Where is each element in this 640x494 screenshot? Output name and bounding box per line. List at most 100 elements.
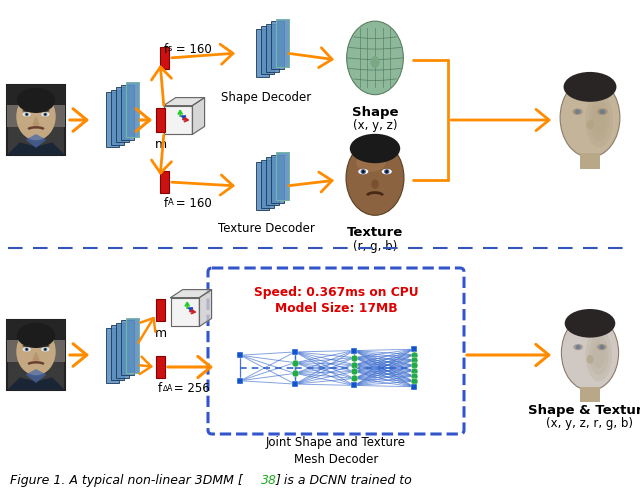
Ellipse shape: [589, 335, 609, 375]
Ellipse shape: [346, 140, 404, 215]
Polygon shape: [34, 117, 38, 123]
Bar: [125, 318, 138, 372]
Bar: [255, 162, 269, 210]
Ellipse shape: [385, 170, 388, 173]
Polygon shape: [200, 289, 212, 327]
Polygon shape: [34, 352, 38, 358]
Bar: [120, 85, 134, 140]
Bar: [266, 157, 278, 205]
Ellipse shape: [586, 355, 593, 364]
Bar: [271, 22, 284, 70]
Bar: [255, 29, 269, 77]
Ellipse shape: [597, 109, 607, 115]
Ellipse shape: [381, 169, 392, 174]
Text: m: m: [155, 138, 167, 151]
Ellipse shape: [564, 72, 616, 102]
Bar: [7, 320, 65, 390]
Bar: [7, 85, 65, 105]
Ellipse shape: [560, 78, 620, 157]
Ellipse shape: [44, 113, 46, 116]
Bar: [111, 325, 124, 380]
Bar: [125, 82, 138, 137]
Bar: [271, 155, 284, 203]
Bar: [111, 90, 124, 145]
Text: s: s: [168, 44, 172, 53]
Polygon shape: [164, 106, 193, 134]
FancyBboxPatch shape: [208, 268, 464, 434]
Bar: [275, 19, 289, 67]
Ellipse shape: [573, 109, 582, 115]
Ellipse shape: [22, 345, 31, 347]
Ellipse shape: [22, 110, 31, 112]
Ellipse shape: [22, 112, 31, 117]
Ellipse shape: [22, 347, 31, 352]
Text: 38: 38: [261, 474, 277, 487]
Ellipse shape: [586, 120, 594, 129]
Ellipse shape: [350, 134, 400, 163]
Ellipse shape: [597, 344, 607, 350]
Bar: [7, 85, 65, 127]
Polygon shape: [7, 142, 65, 155]
Ellipse shape: [371, 56, 380, 68]
Polygon shape: [171, 289, 212, 297]
Text: m: m: [155, 327, 167, 340]
Bar: [7, 85, 65, 155]
Ellipse shape: [25, 113, 29, 116]
Ellipse shape: [586, 92, 613, 148]
Bar: [580, 153, 600, 169]
Ellipse shape: [371, 180, 379, 189]
Bar: [106, 328, 118, 382]
Bar: [159, 47, 168, 69]
Text: f: f: [164, 197, 168, 210]
Ellipse shape: [600, 345, 604, 349]
Polygon shape: [171, 297, 200, 327]
Text: A: A: [168, 198, 173, 207]
Bar: [159, 171, 168, 193]
Ellipse shape: [41, 110, 50, 112]
Text: Figure 1. A typical non-linear 3DMM [: Figure 1. A typical non-linear 3DMM [: [10, 474, 243, 487]
Bar: [106, 92, 118, 148]
Text: = 256: = 256: [170, 382, 210, 395]
Text: = 160: = 160: [172, 43, 212, 56]
Ellipse shape: [600, 109, 605, 114]
Ellipse shape: [16, 93, 56, 140]
Text: (x, y, z): (x, y, z): [353, 119, 397, 132]
Ellipse shape: [586, 329, 612, 381]
Text: Joint Shape and Texture
Mesh Decoder: Joint Shape and Texture Mesh Decoder: [266, 436, 406, 466]
Ellipse shape: [592, 106, 606, 134]
Ellipse shape: [25, 348, 29, 351]
Text: = 160: = 160: [172, 197, 212, 210]
Ellipse shape: [41, 112, 49, 117]
Text: f: f: [164, 43, 168, 56]
Bar: [156, 356, 164, 378]
Ellipse shape: [44, 113, 47, 116]
Ellipse shape: [573, 344, 583, 350]
Ellipse shape: [17, 88, 55, 113]
Ellipse shape: [33, 358, 40, 361]
Bar: [266, 24, 278, 72]
Ellipse shape: [44, 348, 46, 350]
Ellipse shape: [33, 123, 40, 126]
Polygon shape: [7, 377, 65, 390]
Bar: [156, 108, 164, 132]
Ellipse shape: [358, 169, 368, 174]
Ellipse shape: [26, 348, 28, 350]
Bar: [7, 320, 65, 339]
Polygon shape: [26, 369, 47, 383]
Ellipse shape: [26, 113, 28, 116]
Text: ∆A: ∆A: [162, 383, 172, 393]
Text: (r, g, b): (r, g, b): [353, 240, 397, 253]
Ellipse shape: [360, 169, 366, 174]
Text: Texture: Texture: [347, 226, 403, 239]
Ellipse shape: [41, 345, 50, 347]
Ellipse shape: [384, 169, 390, 174]
Ellipse shape: [356, 155, 385, 171]
Text: Shape: Shape: [352, 106, 398, 119]
Text: Shape & Texture: Shape & Texture: [528, 404, 640, 417]
Ellipse shape: [561, 315, 619, 391]
Text: ] is a DCNN trained to: ] is a DCNN trained to: [275, 474, 412, 487]
Ellipse shape: [575, 109, 580, 114]
Polygon shape: [193, 98, 205, 134]
Bar: [275, 152, 289, 200]
Bar: [115, 323, 129, 377]
